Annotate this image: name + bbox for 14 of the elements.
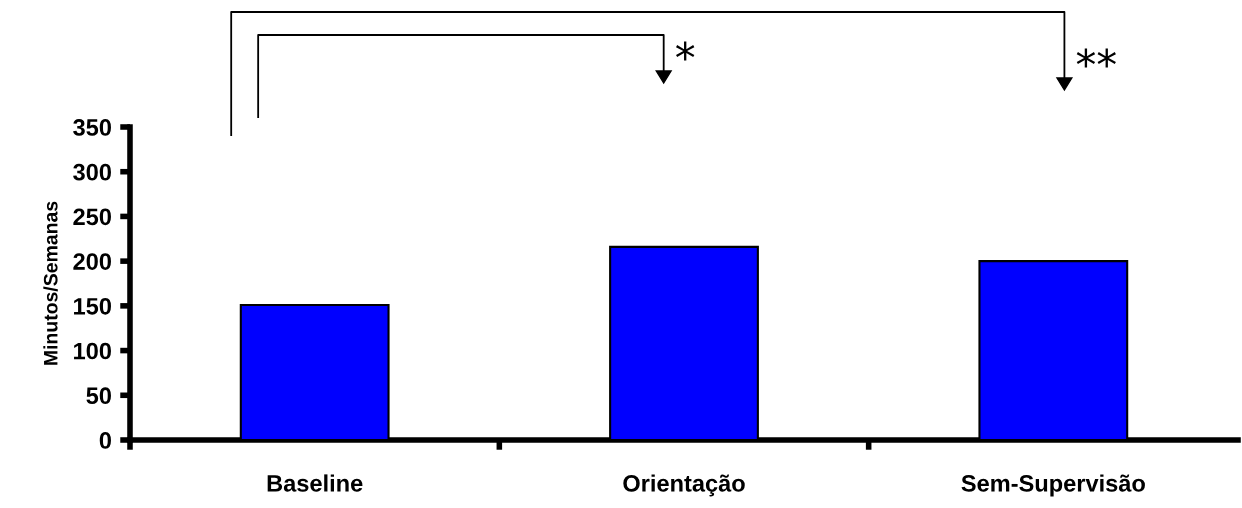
y-tick-label: 300 xyxy=(73,163,111,181)
x-tick-label: Orientação xyxy=(623,474,745,497)
x-tick-label: Baseline xyxy=(267,474,363,492)
y-tick-label: 0 xyxy=(99,432,111,449)
x-tick-label: Sem-Supervisão xyxy=(961,474,1145,497)
y-tick-label: 100 xyxy=(74,342,111,360)
y-tick-label: 50 xyxy=(86,387,111,405)
y-axis-title: Minutos/Semanas xyxy=(43,201,58,365)
text: ** xyxy=(1076,48,1116,68)
y-tick-label: 200 xyxy=(73,253,111,270)
y-tick-label: 250 xyxy=(73,208,111,226)
text: * xyxy=(676,41,695,61)
y-tick-label: 350 xyxy=(73,119,111,136)
y-tick-label: 150 xyxy=(74,297,111,315)
